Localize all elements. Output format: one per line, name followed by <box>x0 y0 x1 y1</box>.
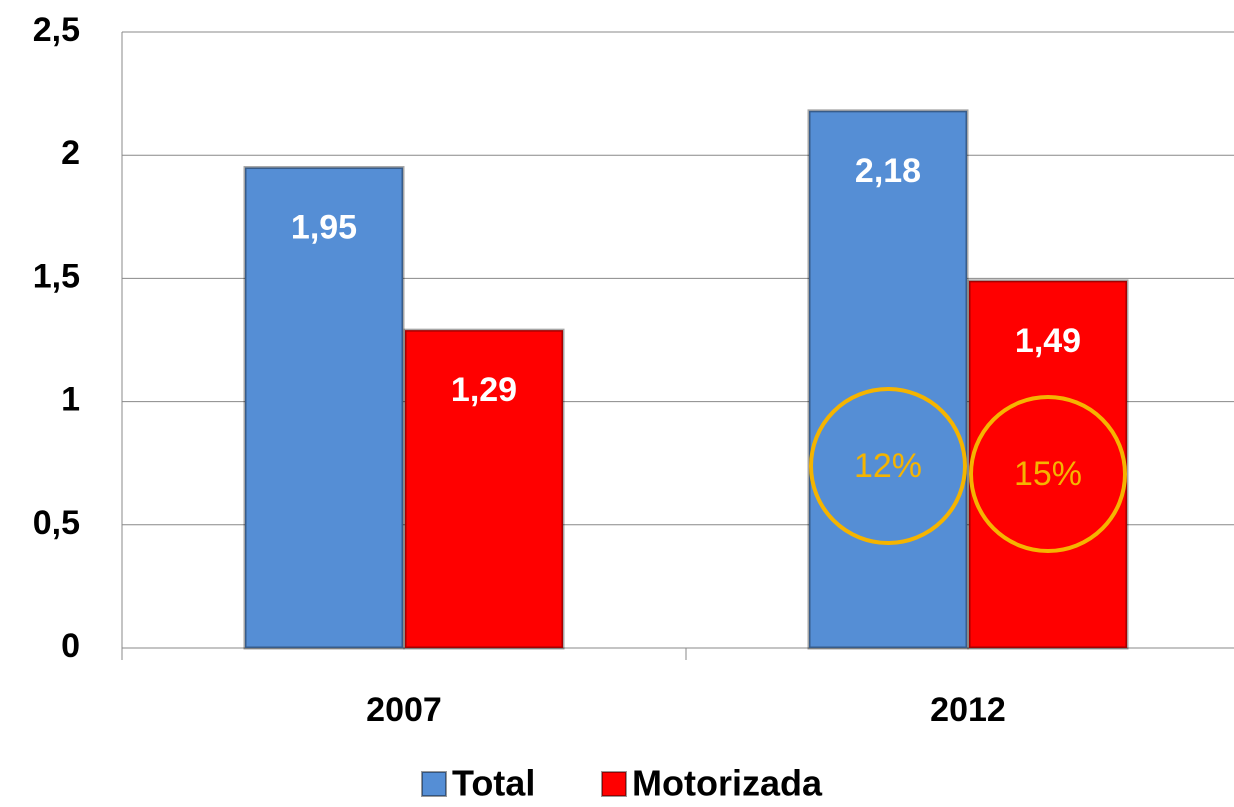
y-tick-label: 0,5 <box>33 504 80 542</box>
y-tick-label: 0 <box>61 627 80 665</box>
bar <box>243 166 405 650</box>
y-tick-label: 2,5 <box>33 11 80 49</box>
value-label: 2,18 <box>855 152 921 190</box>
y-tick-label: 1 <box>61 381 80 419</box>
annotation: 15% <box>1014 455 1082 493</box>
annotation-circle <box>969 395 1127 553</box>
y-tick-label: 2 <box>61 134 80 172</box>
x-tick-label: 2012 <box>930 691 1006 729</box>
value-label: 1,29 <box>451 371 517 409</box>
y-tick-label: 1,5 <box>33 257 80 295</box>
value-label: 1,49 <box>1015 322 1081 360</box>
legend-label: Motorizada <box>632 763 823 804</box>
bar <box>967 279 1129 650</box>
legend-swatch <box>421 771 447 797</box>
value-label: 1,95 <box>291 209 357 247</box>
legend-label: Total <box>452 763 535 804</box>
annotation-circle <box>809 387 967 545</box>
bar <box>807 109 969 650</box>
x-tick-label: 2007 <box>366 691 442 729</box>
annotation: 12% <box>854 447 922 485</box>
legend-swatch <box>601 771 627 797</box>
bar <box>403 328 565 650</box>
